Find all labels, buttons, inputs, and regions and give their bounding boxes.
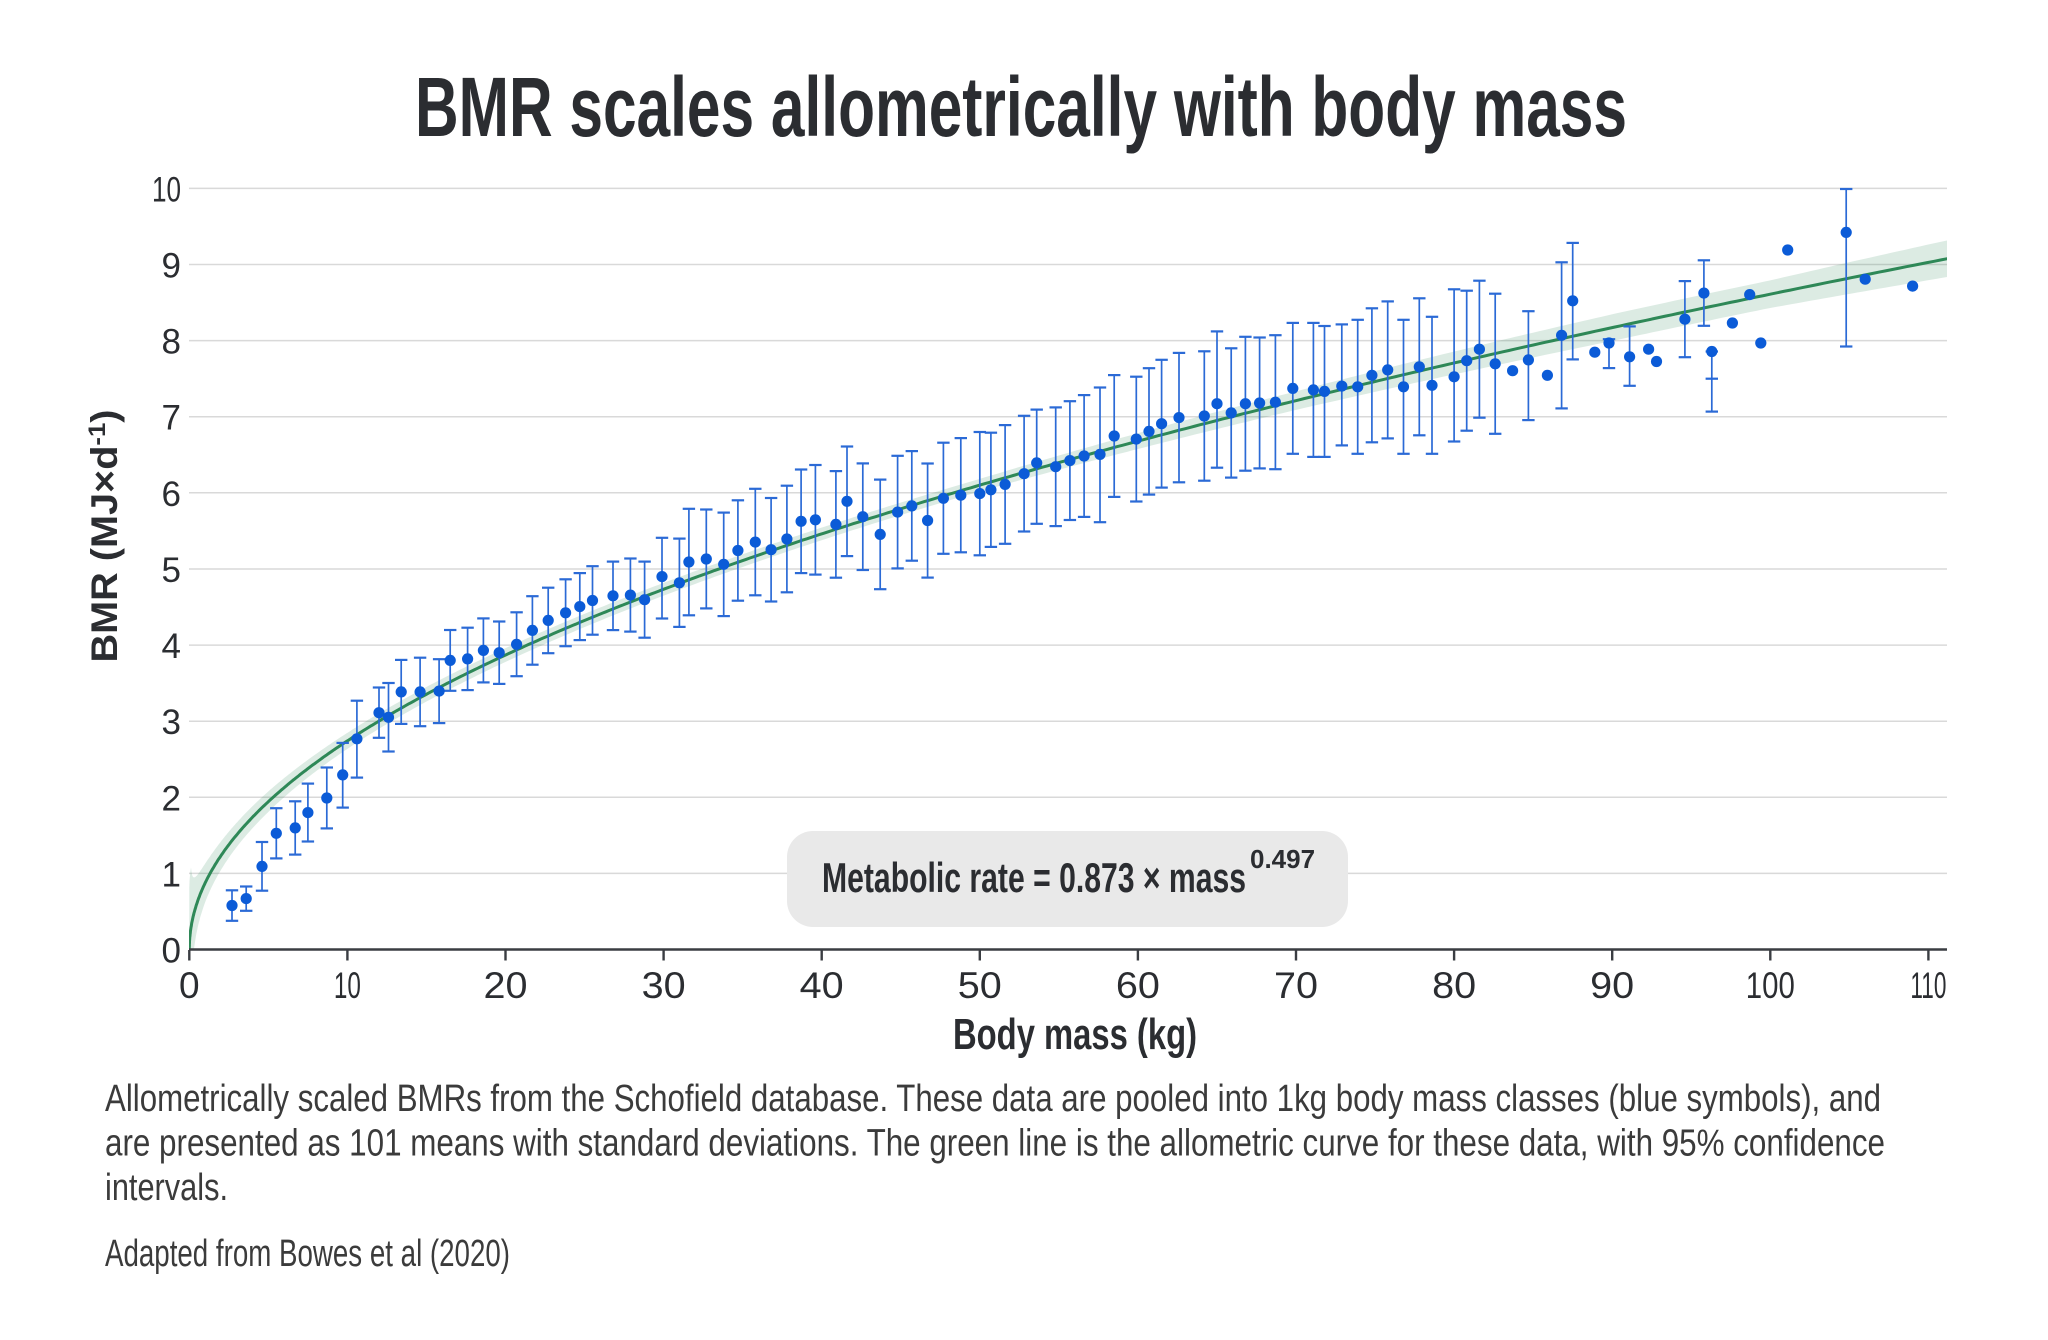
svg-text:5: 5 (162, 551, 181, 590)
svg-text:Body mass (kg): Body mass (kg) (953, 1010, 1197, 1059)
svg-text:90: 90 (1590, 965, 1634, 1006)
svg-text:Adapted from Bowes et al (2020: Adapted from Bowes et al (2020) (105, 1233, 510, 1275)
svg-text:80: 80 (1432, 965, 1476, 1006)
svg-text:10: 10 (334, 965, 361, 1006)
svg-text:0.497: 0.497 (1250, 844, 1315, 874)
svg-text:BMR scales allometrically with: BMR scales allometrically with body mass (415, 60, 1627, 154)
svg-text:BMR (MJ×d-1): BMR (MJ×d-1) (84, 410, 125, 663)
svg-text:8: 8 (162, 323, 181, 362)
svg-text:100: 100 (1746, 965, 1795, 1006)
svg-text:20: 20 (484, 965, 528, 1006)
svg-text:0: 0 (179, 965, 200, 1006)
svg-text:0: 0 (162, 932, 181, 971)
svg-text:are presented as 101 means wit: are presented as 101 means with standard… (105, 1123, 1885, 1165)
svg-text:50: 50 (958, 965, 1002, 1006)
svg-text:9: 9 (162, 247, 181, 286)
svg-text:Allometrically scaled BMRs fro: Allometrically scaled BMRs from the Scho… (105, 1078, 1881, 1120)
svg-text:3: 3 (162, 703, 181, 742)
svg-text:110: 110 (1910, 965, 1946, 1006)
svg-text:7: 7 (162, 399, 181, 438)
svg-text:10: 10 (152, 170, 181, 209)
svg-text:30: 30 (642, 965, 686, 1006)
svg-text:2: 2 (162, 779, 181, 818)
svg-text:intervals.: intervals. (105, 1167, 228, 1209)
svg-text:4: 4 (162, 627, 181, 666)
svg-text:6: 6 (162, 475, 181, 514)
svg-text:Metabolic rate = 0.873 × mass: Metabolic rate = 0.873 × mass (822, 854, 1246, 901)
svg-text:60: 60 (1116, 965, 1160, 1006)
svg-text:40: 40 (800, 965, 844, 1006)
svg-text:1: 1 (162, 855, 181, 894)
svg-text:70: 70 (1274, 965, 1318, 1006)
